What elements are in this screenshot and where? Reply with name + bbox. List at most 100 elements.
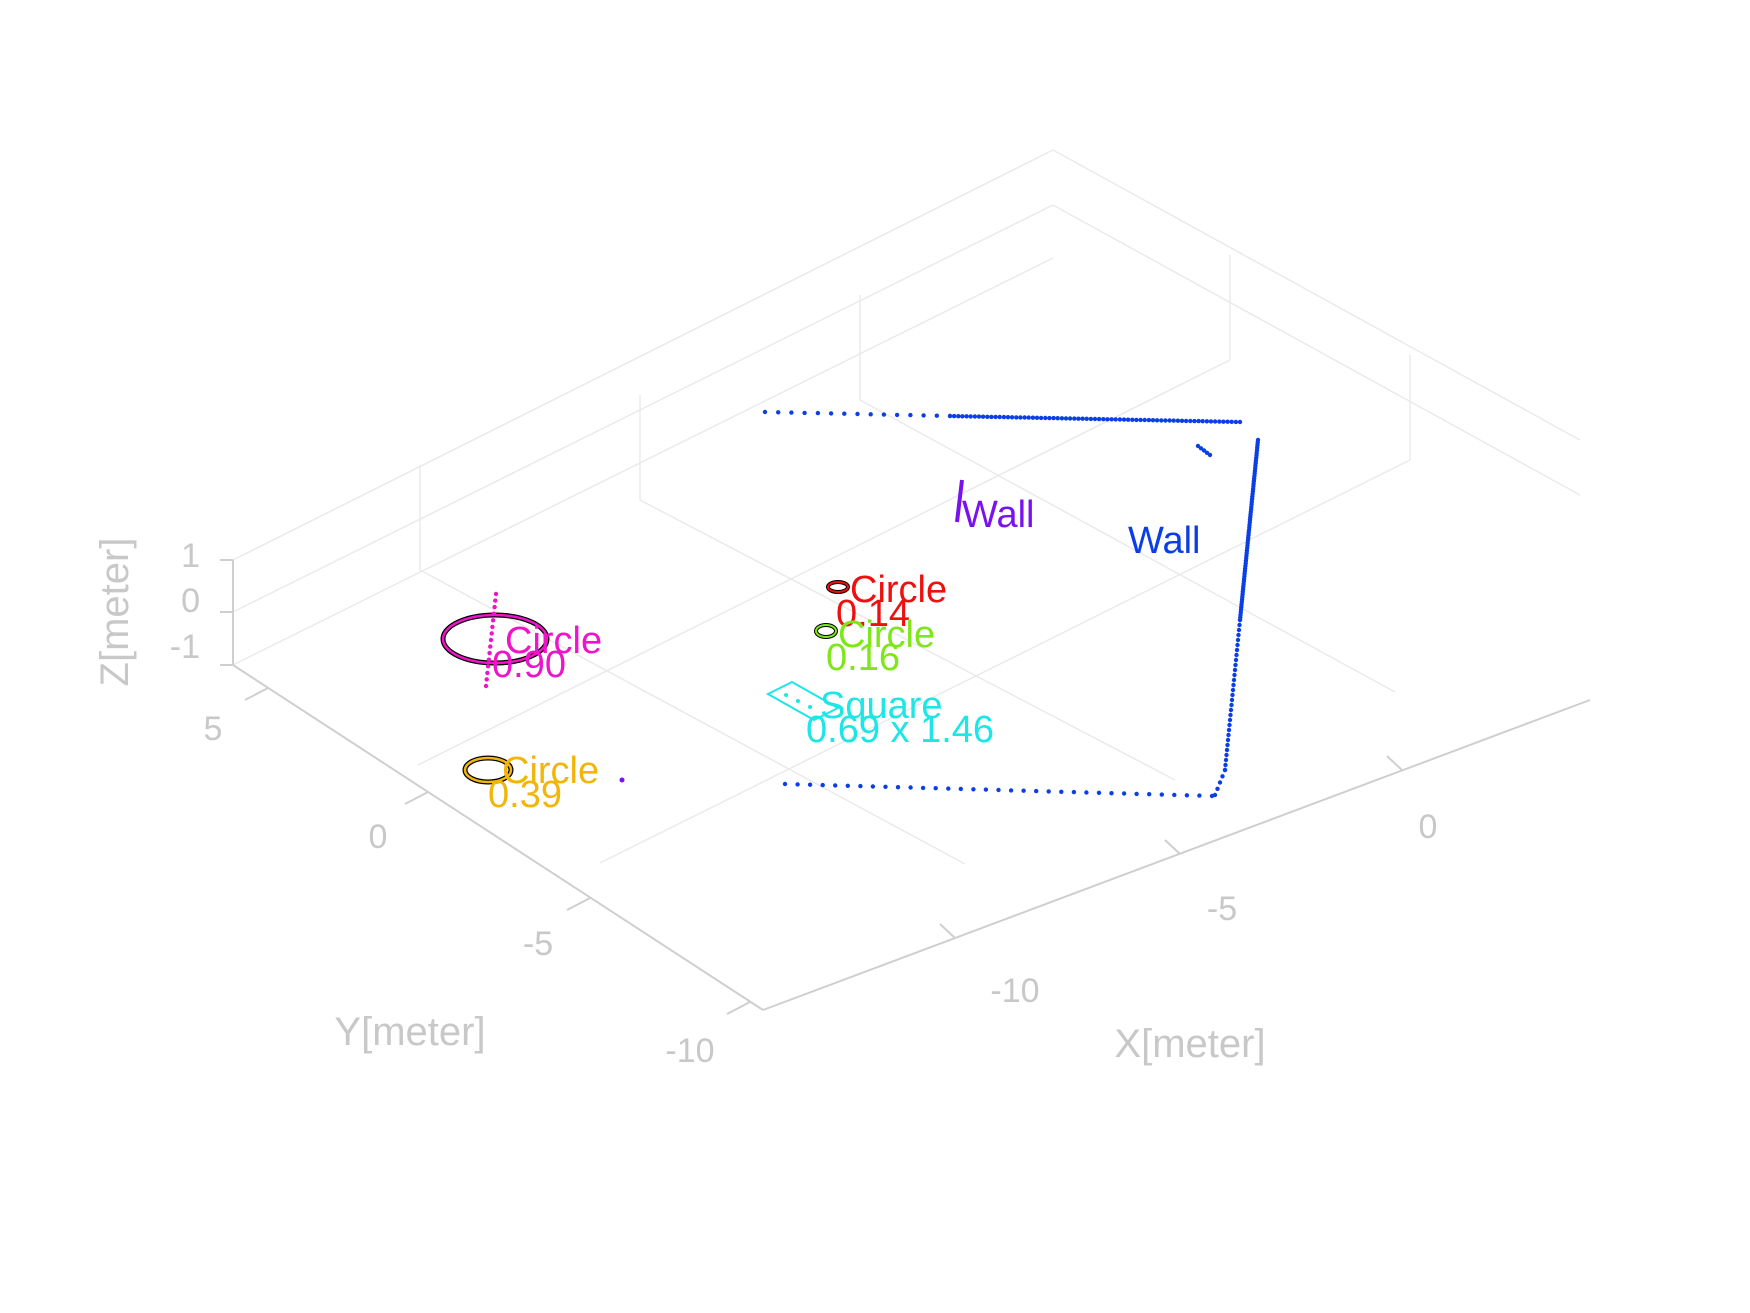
wall-point xyxy=(1142,417,1147,423)
wall-point xyxy=(1059,416,1065,421)
circle-point xyxy=(489,631,494,636)
wall-point xyxy=(1234,647,1240,653)
wall-point xyxy=(868,412,873,417)
annotation-label: Square xyxy=(820,685,943,727)
circle-point xyxy=(488,644,493,649)
wall-point xyxy=(1229,702,1234,708)
x-tick-labels: -10 -5 0 xyxy=(990,808,1437,1010)
x-tick-label: -5 xyxy=(1207,890,1237,928)
wall-point xyxy=(782,781,788,787)
circle-point xyxy=(493,598,498,603)
wall-point xyxy=(1159,792,1165,797)
wall-point xyxy=(1224,747,1230,753)
annotation-label: Circle xyxy=(505,620,602,662)
wall-point xyxy=(1217,419,1222,424)
wall-point xyxy=(921,413,926,418)
wall-point xyxy=(1117,417,1123,422)
circle-point xyxy=(491,611,497,616)
wall-point xyxy=(1179,418,1185,423)
wall-point xyxy=(1237,622,1242,628)
annotation-label: Wall xyxy=(1128,520,1200,562)
circle-point xyxy=(486,657,492,662)
wall-point xyxy=(1138,417,1143,423)
wall-point xyxy=(815,410,821,416)
wall-point xyxy=(1225,419,1230,424)
x-tick-label: 0 xyxy=(1419,808,1438,846)
x-axis-label: X[meter] xyxy=(1114,1022,1265,1066)
wall-point xyxy=(1231,682,1236,688)
wall-point xyxy=(894,412,900,418)
wall-point xyxy=(1021,788,1026,793)
wall-point xyxy=(960,414,965,419)
wall-point xyxy=(1220,774,1225,779)
wall-point xyxy=(1125,417,1131,422)
wall-point xyxy=(1233,419,1239,425)
wall-point xyxy=(1229,697,1235,703)
wall-point xyxy=(1236,632,1241,638)
wall-point xyxy=(1235,637,1241,643)
wall-point xyxy=(1055,416,1060,421)
wall-point xyxy=(828,411,834,416)
wall-point xyxy=(1096,416,1102,422)
wall-point xyxy=(968,414,973,419)
z-axis-label: Z[meter] xyxy=(93,538,137,687)
wall-point xyxy=(1222,767,1228,773)
wall-point xyxy=(996,787,1001,793)
annotation-label: Circle xyxy=(838,614,935,656)
wall-point xyxy=(1150,418,1156,423)
wall-point xyxy=(1084,416,1089,421)
wall-point xyxy=(1038,415,1044,421)
wall-point xyxy=(1047,415,1052,421)
wall-point xyxy=(947,413,953,419)
wall-point xyxy=(1231,677,1237,683)
wall-point xyxy=(1088,416,1094,422)
wall-point xyxy=(985,414,990,419)
y-tick-labels: 5 0 -5 -10 xyxy=(204,710,715,1070)
wall-point xyxy=(1217,780,1223,785)
wall-point xyxy=(1223,762,1228,768)
circle-point xyxy=(484,677,489,682)
wall-point xyxy=(1008,788,1014,793)
wall-point xyxy=(1121,791,1127,796)
wall-point xyxy=(1134,791,1139,797)
wall-point xyxy=(1200,419,1205,424)
wall-point xyxy=(1227,717,1233,723)
wall-point xyxy=(1026,415,1031,420)
wall-point xyxy=(1223,757,1229,763)
magenta-circle xyxy=(440,591,550,689)
circle-point xyxy=(485,670,490,676)
circle-point xyxy=(485,664,491,669)
z-tick-label: -1 xyxy=(170,628,200,666)
wall-point xyxy=(1201,448,1207,453)
wall-point xyxy=(972,414,978,419)
y-tick-label: 0 xyxy=(369,818,388,856)
wall-point xyxy=(989,414,994,420)
wall-point xyxy=(1215,786,1220,791)
wall-point xyxy=(983,787,989,792)
axis-box xyxy=(220,559,1591,1015)
wall-point xyxy=(1232,672,1237,678)
wall-point xyxy=(1237,617,1243,623)
circle-point xyxy=(488,637,494,643)
wall-point xyxy=(1005,415,1011,420)
wall-point xyxy=(1092,416,1098,422)
wall-point xyxy=(908,785,913,790)
wall-point xyxy=(1197,793,1202,798)
wall-point xyxy=(1014,415,1019,420)
annotation-size: 0.14 xyxy=(836,593,910,635)
wall-point xyxy=(1071,789,1077,795)
annotation-size: 0.69 x 1.46 xyxy=(806,709,994,751)
wall-point xyxy=(1080,416,1085,421)
wall-point xyxy=(1105,417,1110,422)
z-tick-label: 0 xyxy=(181,582,200,620)
wall-point xyxy=(833,783,838,788)
wall-point xyxy=(1109,791,1114,796)
wall-point xyxy=(1207,452,1213,458)
circle-point xyxy=(490,624,495,630)
wall-point xyxy=(1233,657,1239,663)
wall-point xyxy=(845,783,850,788)
wall-point xyxy=(997,414,1002,420)
wall-point xyxy=(1159,418,1164,423)
wall-point xyxy=(1113,417,1118,422)
wall-point xyxy=(1034,788,1039,794)
